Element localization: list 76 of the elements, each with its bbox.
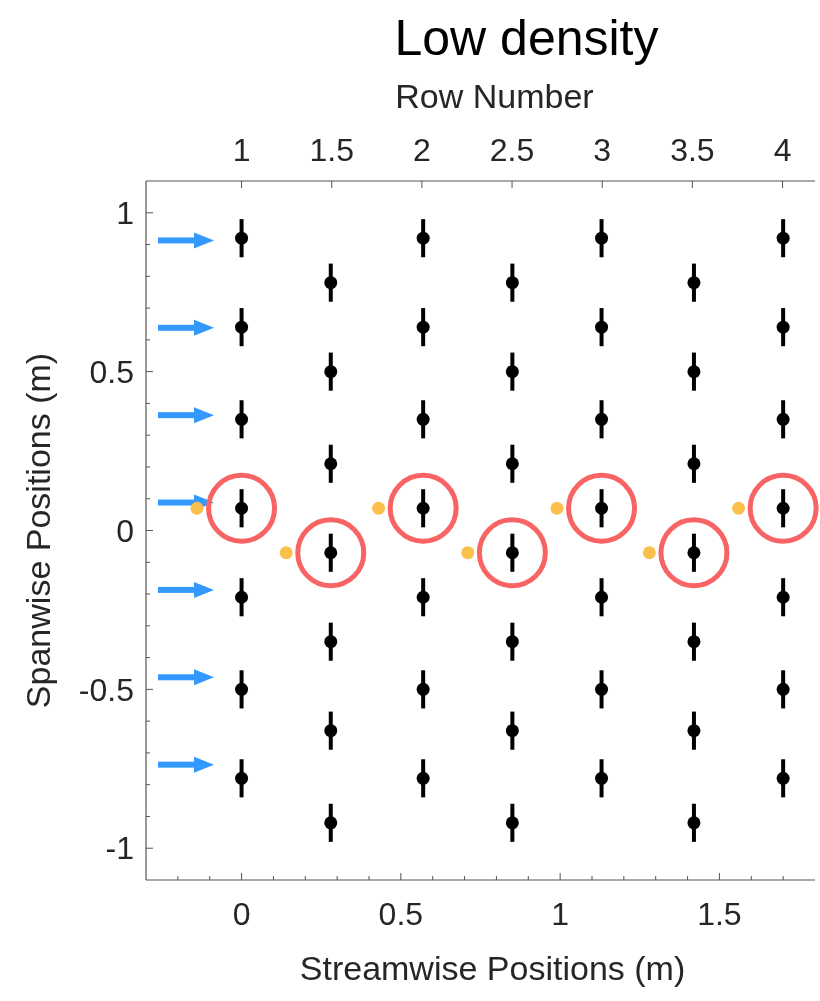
x2-tick-label: 2.5 <box>489 132 535 168</box>
chart-title: Low density <box>394 10 659 66</box>
point <box>776 412 790 426</box>
point <box>235 771 249 785</box>
x2-axis-title: Row Number <box>395 77 594 115</box>
point <box>732 501 746 515</box>
y-tick-label: -0.5 <box>78 671 134 708</box>
point <box>505 816 519 830</box>
point <box>776 771 790 785</box>
point <box>505 276 519 290</box>
point <box>776 501 790 515</box>
y-axis-title: Spanwise Positions (m) <box>19 352 57 709</box>
point <box>416 320 430 334</box>
x-tick-label: 1.5 <box>697 896 742 932</box>
x2-tick-label: 4 <box>773 132 792 168</box>
point <box>235 590 249 604</box>
point <box>595 590 609 604</box>
point <box>595 412 609 426</box>
point <box>235 501 249 515</box>
point <box>505 365 519 379</box>
point <box>324 816 338 830</box>
y-tick-label: 0.5 <box>89 353 134 390</box>
point <box>776 682 790 696</box>
x2-tick-label: 1.5 <box>309 132 354 168</box>
point <box>461 546 475 560</box>
point <box>595 501 609 515</box>
point <box>279 546 293 560</box>
point <box>687 546 701 560</box>
point <box>190 501 204 515</box>
point <box>416 412 430 426</box>
point <box>416 682 430 696</box>
y-tick-label: 0 <box>116 512 134 549</box>
x2-tick-label: 1 <box>232 132 251 168</box>
point <box>372 501 386 515</box>
y-tick-label: 1 <box>116 194 134 231</box>
point <box>505 457 519 471</box>
point <box>235 682 249 696</box>
x-tick-label: 0.5 <box>378 896 424 932</box>
x-axis-title: Streamwise Positions (m) <box>299 949 686 987</box>
x2-tick-label: 3 <box>593 132 612 168</box>
point <box>505 635 519 649</box>
point <box>416 590 430 604</box>
point <box>595 771 609 785</box>
point <box>595 320 609 334</box>
point <box>324 635 338 649</box>
point <box>776 590 790 604</box>
x2-tick-label: 2 <box>413 132 431 168</box>
x-tick-label: 1 <box>551 896 570 932</box>
point <box>235 231 249 245</box>
point <box>687 457 701 471</box>
point <box>595 231 609 245</box>
point <box>416 231 430 245</box>
point <box>687 816 701 830</box>
point <box>324 365 338 379</box>
point <box>416 501 430 515</box>
point <box>687 365 701 379</box>
point <box>324 276 338 290</box>
point <box>235 320 249 334</box>
point <box>550 501 564 515</box>
point <box>642 546 656 560</box>
point <box>416 771 430 785</box>
x-tick-label: 0 <box>232 896 251 932</box>
y-tick-label: -1 <box>105 830 134 867</box>
point <box>776 320 790 334</box>
point <box>324 457 338 471</box>
point <box>505 724 519 738</box>
point <box>687 635 701 649</box>
point <box>324 546 338 560</box>
point <box>595 682 609 696</box>
point <box>776 231 790 245</box>
x2-tick-label: 3.5 <box>670 132 715 168</box>
point <box>687 276 701 290</box>
point <box>687 724 701 738</box>
point <box>505 546 519 560</box>
point <box>324 724 338 738</box>
point <box>235 412 249 426</box>
